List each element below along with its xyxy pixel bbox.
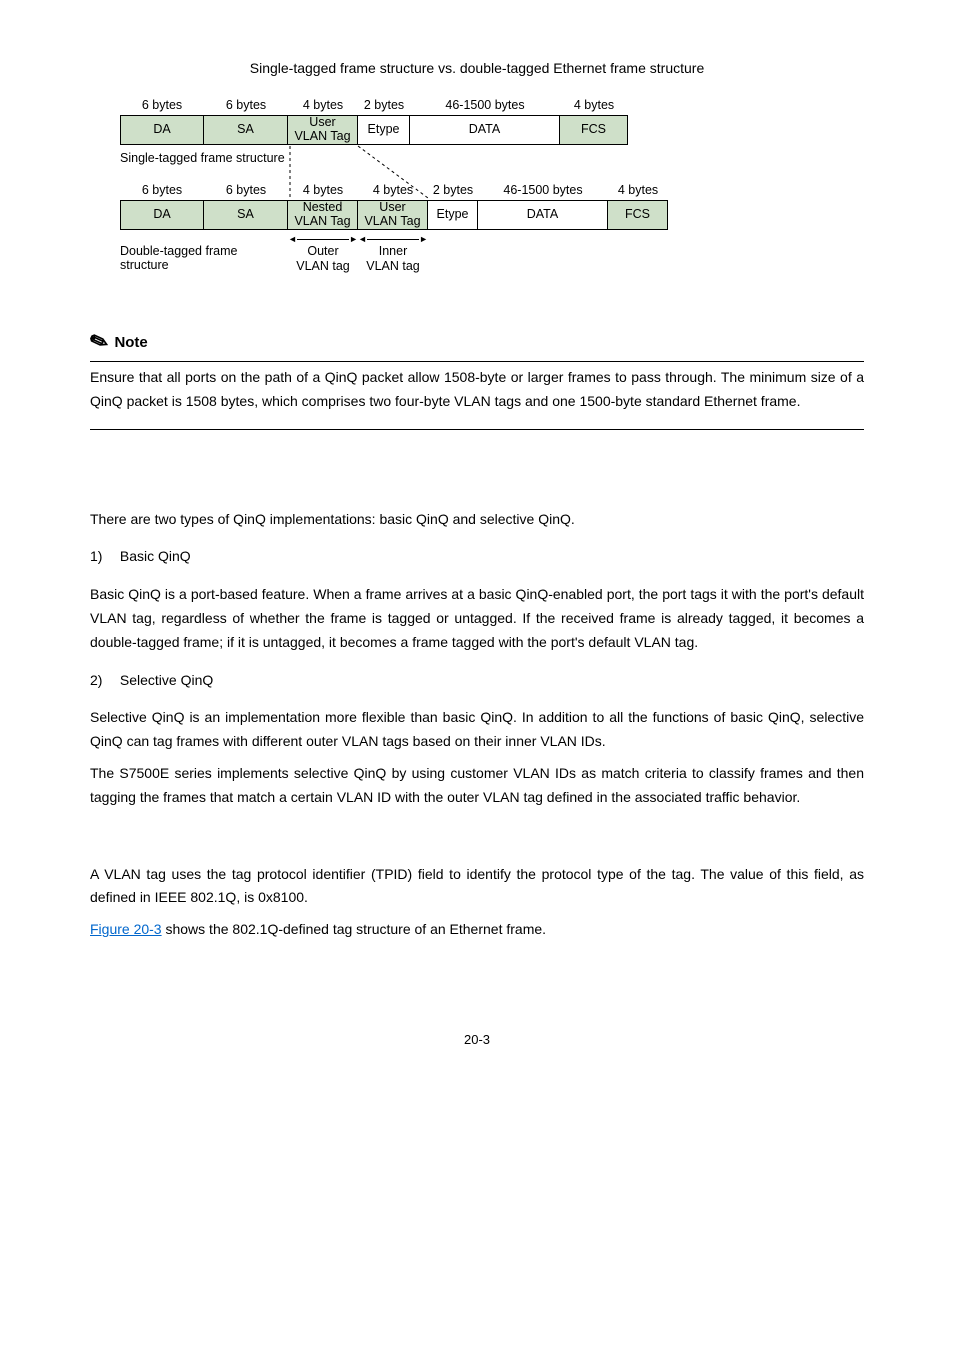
item-1-head: 1) Basic QinQ <box>90 545 864 569</box>
outer-label: Outer VLAN tag <box>288 244 358 274</box>
cell-da: DA <box>120 115 204 145</box>
size-label: 6 bytes <box>142 98 182 112</box>
note-icon: ✎ <box>86 327 112 358</box>
cell-da: DA <box>120 200 204 230</box>
cell-fcs: FCS <box>560 115 628 145</box>
cell-nested: Nested VLAN Tag <box>288 200 358 230</box>
single-title: Single-tagged frame structure <box>120 151 864 165</box>
figure-caption: Single-tagged frame structure vs. double… <box>90 60 864 76</box>
divider <box>90 429 864 430</box>
size-label: 2 bytes <box>364 98 404 112</box>
note-block: ✎ Note Ensure that all ports on the path… <box>90 329 864 430</box>
cell-user: User VLAN Tag <box>358 200 428 230</box>
cell-vlantag: User VLAN Tag <box>288 115 358 145</box>
note-heading: ✎ Note <box>90 329 864 355</box>
item-2-head: 2) Selective QinQ <box>90 669 864 693</box>
size-label: 2 bytes <box>433 183 473 197</box>
cell-fcs: FCS <box>608 200 668 230</box>
page-number: 20-3 <box>90 1032 864 1047</box>
item-2-body-a: Selective QinQ is an implementation more… <box>90 706 864 754</box>
item-2-body-b: The S7500E series implements selective Q… <box>90 762 864 810</box>
cell-etype: Etype <box>428 200 478 230</box>
inner-label: Inner VLAN tag <box>358 244 428 274</box>
double-title: Double-tagged frame structure <box>120 244 288 272</box>
single-frame-row: 6 bytes DA 6 bytes SA 4 bytes User VLAN Tag… <box>120 98 864 145</box>
size-label: 6 bytes <box>226 183 266 197</box>
note-body: Ensure that all ports on the path of a Q… <box>90 366 864 414</box>
item-1-body: Basic QinQ is a port-based feature. When… <box>90 583 864 654</box>
tpid-body-2: Figure 20-3 shows the 802.1Q-defined tag… <box>90 918 864 942</box>
tpid-body-1: A VLAN tag uses the tag protocol identif… <box>90 863 864 911</box>
frame-diagram: 6 bytes DA 6 bytes SA 4 bytes User VLAN Tag… <box>120 98 864 274</box>
figure-link[interactable]: Figure 20-3 <box>90 921 162 937</box>
inner-arrow <box>358 234 428 244</box>
cell-sa: SA <box>204 200 288 230</box>
divider <box>90 361 864 362</box>
size-label: 4 bytes <box>574 98 614 112</box>
size-label: 4 bytes <box>303 183 343 197</box>
outer-arrow <box>288 234 358 244</box>
size-label: 46-1500 bytes <box>445 98 524 112</box>
size-label: 4 bytes <box>373 183 413 197</box>
size-label: 4 bytes <box>303 98 343 112</box>
note-title: Note <box>114 334 147 351</box>
size-label: 6 bytes <box>226 98 266 112</box>
double-frame-row: 6 bytes DA 6 bytes SA 4 bytes Nested VLAN T… <box>120 183 864 230</box>
size-label: 46-1500 bytes <box>503 183 582 197</box>
cell-etype: Etype <box>358 115 410 145</box>
cell-data: DATA <box>410 115 560 145</box>
size-label: 4 bytes <box>618 183 658 197</box>
cell-sa: SA <box>204 115 288 145</box>
cell-data: DATA <box>478 200 608 230</box>
size-label: 6 bytes <box>142 183 182 197</box>
qinq-intro: There are two types of QinQ implementati… <box>90 508 864 532</box>
